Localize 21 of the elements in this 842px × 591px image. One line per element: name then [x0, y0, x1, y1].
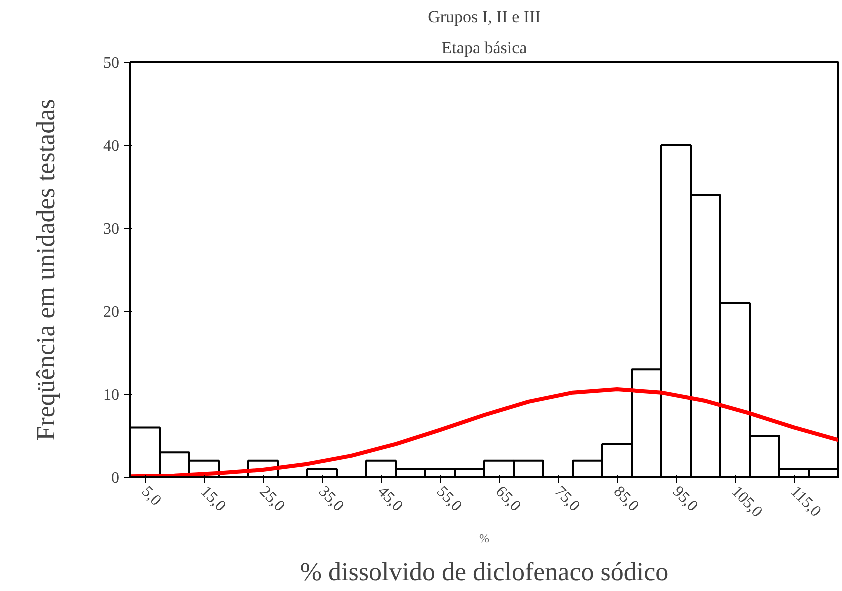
y-tick-label: 10: [104, 387, 120, 404]
y-axis-title: Freqüência em unidades testadas: [32, 99, 60, 441]
x-tick-label: 75,0: [551, 483, 584, 516]
chart-subtitle: Etapa básica: [442, 38, 528, 58]
x-tick-label: 55,0: [433, 483, 466, 516]
x-tick-label: 45,0: [374, 483, 406, 516]
x-tick-label: 15,0: [197, 483, 230, 516]
text: %: [480, 532, 490, 546]
x-tick-label: 5,0: [138, 483, 165, 510]
x-tick-label: 95,0: [669, 483, 702, 516]
y-tick-label: 0: [112, 470, 120, 487]
x-tick-label: 35,0: [315, 483, 348, 516]
x-tick-label: 85,0: [610, 483, 642, 516]
y-tick-label: 40: [104, 138, 120, 155]
chart-title: Grupos I, II e III: [428, 8, 542, 26]
x-tick-label: 25,0: [256, 483, 288, 516]
y-tick-label: 30: [104, 221, 120, 238]
y-tick-label: 20: [104, 304, 120, 321]
x-tick-label: 65,0: [492, 483, 524, 516]
x-axis-title: % dissolvido de diclofenaco sódico: [300, 558, 669, 586]
y-tick-label: 50: [104, 55, 120, 72]
